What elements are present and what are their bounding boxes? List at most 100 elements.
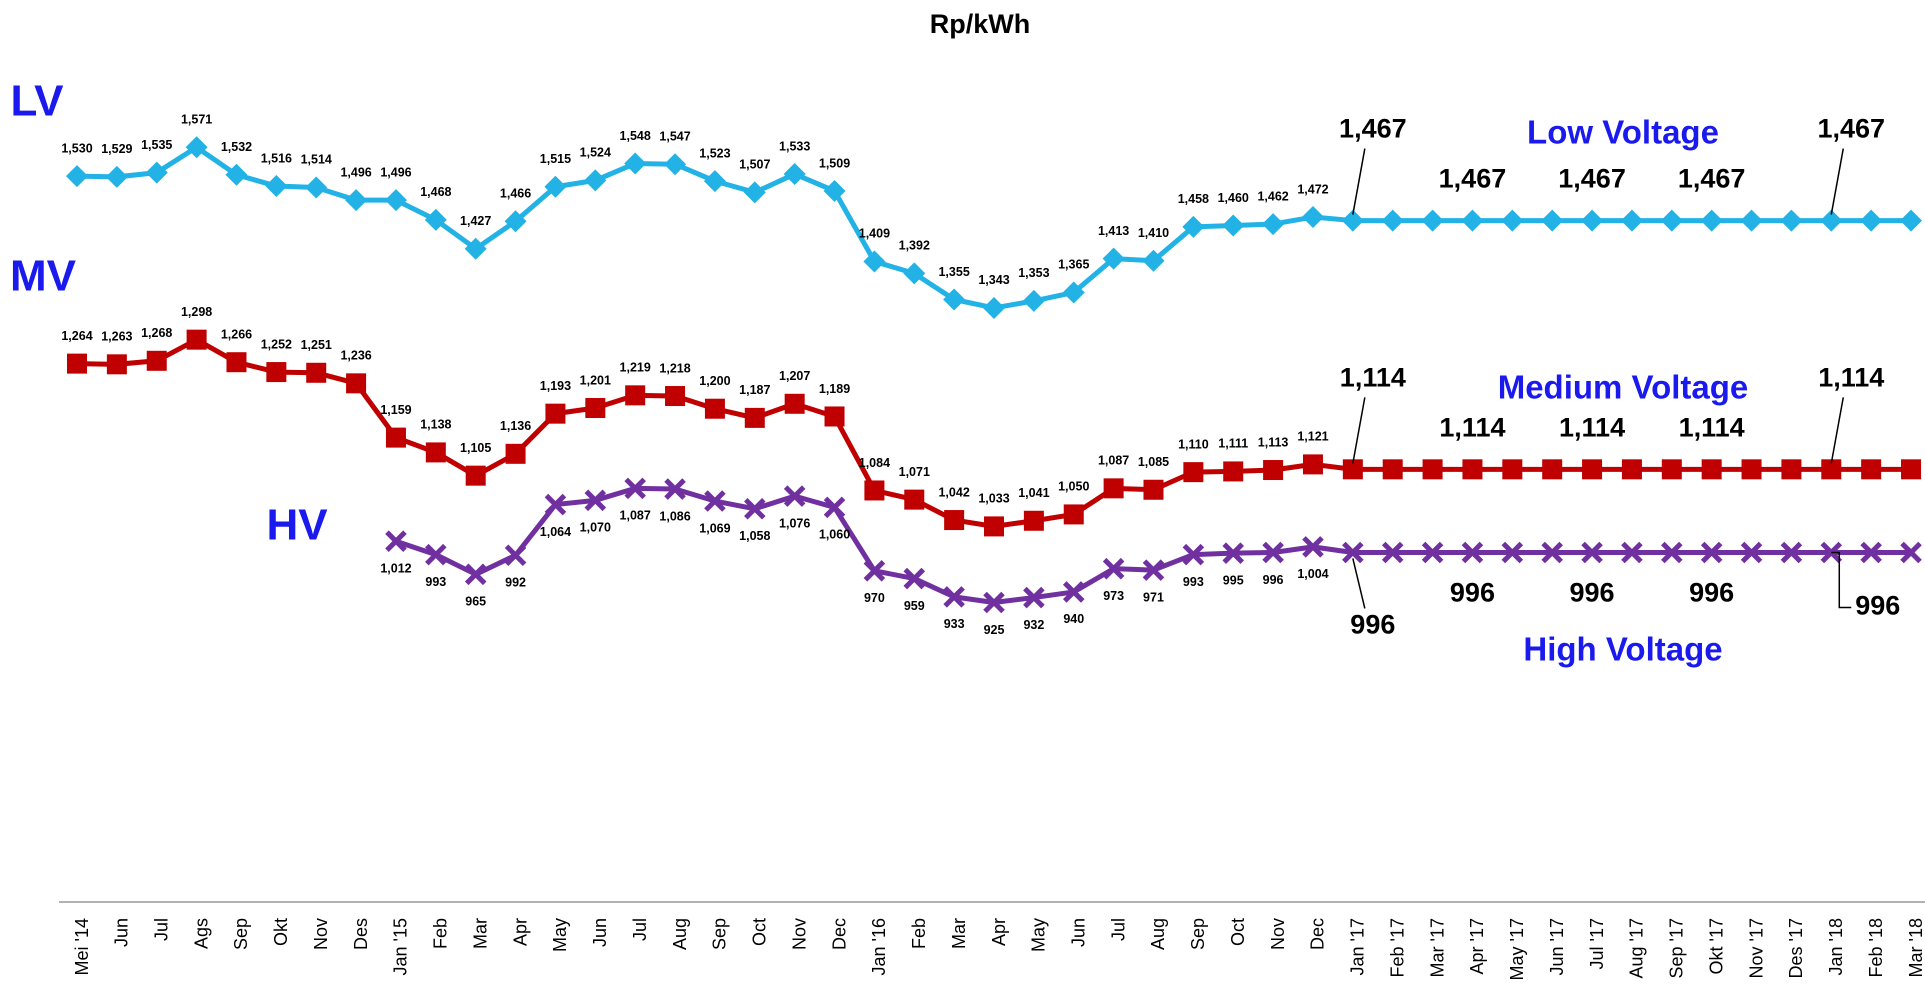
- marker: [984, 516, 1005, 537]
- data-label: 1,121: [1297, 430, 1328, 444]
- x-tick-label: Feb: [909, 918, 929, 949]
- marker: [1182, 215, 1205, 238]
- marker: [863, 250, 886, 273]
- data-label: 1,507: [739, 158, 770, 172]
- data-label: 992: [505, 576, 526, 590]
- chart-title: Rp/kWh: [930, 9, 1031, 39]
- x-tick-label: Apr '17: [1467, 918, 1487, 974]
- marker: [903, 567, 926, 590]
- marker: [465, 465, 486, 486]
- data-label: 1,064: [540, 525, 571, 539]
- marker: [1382, 459, 1403, 480]
- x-tick-label: Jan '17: [1348, 918, 1368, 975]
- data-label: 1,012: [380, 561, 411, 575]
- data-label: 971: [1143, 590, 1164, 604]
- marker: [545, 403, 566, 424]
- data-label: 1,264: [61, 329, 92, 343]
- marker: [544, 175, 567, 198]
- marker: [1542, 459, 1563, 480]
- data-label: 993: [1183, 575, 1204, 589]
- marker: [1861, 459, 1882, 480]
- marker: [105, 165, 128, 188]
- data-label: 932: [1023, 618, 1044, 632]
- data-label: 996: [1570, 578, 1615, 608]
- marker: [943, 288, 966, 311]
- data-label: 1,071: [899, 465, 930, 479]
- data-label: 1,266: [221, 328, 252, 342]
- marker: [385, 427, 406, 448]
- data-label: 996: [1689, 578, 1734, 608]
- marker: [1381, 209, 1404, 232]
- series-name: Medium Voltage: [1498, 369, 1749, 406]
- marker: [1461, 541, 1484, 564]
- series-name: Low Voltage: [1527, 114, 1719, 151]
- data-label: 1,268: [141, 326, 172, 340]
- marker: [1501, 541, 1524, 564]
- marker: [904, 489, 925, 510]
- x-tick-label: Dec: [829, 918, 849, 950]
- data-label: 965: [465, 595, 486, 609]
- data-label: 1,466: [500, 187, 531, 201]
- data-label: 996: [1855, 591, 1900, 621]
- marker: [385, 530, 407, 552]
- data-label: 1,524: [580, 146, 611, 160]
- x-tick-label: Mar '17: [1427, 918, 1447, 977]
- data-label: 1,458: [1178, 192, 1209, 206]
- marker: [66, 165, 88, 188]
- marker: [1063, 504, 1084, 525]
- marker: [1502, 459, 1523, 480]
- x-tick-label: Mar '18: [1906, 918, 1925, 977]
- marker: [1022, 289, 1045, 312]
- marker: [1421, 541, 1444, 564]
- data-label: 1,060: [819, 528, 850, 542]
- marker: [1023, 510, 1044, 531]
- data-label: 1,114: [1340, 362, 1406, 392]
- data-label: 1,535: [141, 138, 172, 152]
- x-tick-label: Nov: [789, 918, 809, 950]
- marker: [1501, 209, 1524, 232]
- marker: [1901, 459, 1922, 480]
- data-label: 1,468: [420, 185, 451, 199]
- data-label: 1,496: [380, 165, 411, 179]
- marker: [186, 329, 207, 350]
- x-tick-label: Okt '17: [1706, 918, 1726, 974]
- marker: [266, 362, 287, 383]
- marker: [1062, 281, 1085, 304]
- marker: [744, 407, 765, 428]
- data-label: 1,467: [1558, 164, 1626, 194]
- marker: [664, 153, 687, 176]
- marker: [1421, 209, 1444, 232]
- x-tick-label: Jun: [590, 918, 610, 947]
- series-annotation: MV: [10, 252, 77, 301]
- data-label: 1,111: [1218, 437, 1248, 451]
- data-label: 1,530: [61, 141, 92, 155]
- data-label: 1,413: [1098, 224, 1129, 238]
- marker: [1461, 209, 1484, 232]
- marker: [1182, 543, 1205, 566]
- data-label: 1,467: [1439, 164, 1507, 194]
- marker: [1700, 541, 1723, 564]
- x-tick-label: Jun '17: [1547, 918, 1567, 975]
- x-tick-label: Jul '17: [1587, 918, 1607, 969]
- marker: [1820, 209, 1843, 232]
- x-tick-label: Apr: [510, 918, 530, 946]
- x-tick-label: Jan '16: [869, 918, 889, 975]
- marker: [704, 398, 725, 419]
- x-tick-label: Nov: [1268, 918, 1288, 950]
- marker: [983, 296, 1006, 319]
- x-tick-label: Des: [351, 918, 371, 950]
- data-label: 1,355: [938, 265, 969, 279]
- data-label: 1,516: [261, 151, 292, 165]
- x-tick-label: Nov: [311, 918, 331, 950]
- marker: [863, 560, 886, 582]
- marker: [504, 544, 527, 567]
- data-label: 1,136: [500, 419, 531, 433]
- data-label: 1,033: [978, 492, 1009, 506]
- data-label: 1,069: [699, 521, 730, 535]
- data-label: 1,472: [1297, 182, 1328, 196]
- data-label: 1,467: [1339, 114, 1407, 144]
- marker: [584, 169, 607, 192]
- data-label: 1,070: [580, 521, 611, 535]
- data-label: 1,496: [340, 165, 371, 179]
